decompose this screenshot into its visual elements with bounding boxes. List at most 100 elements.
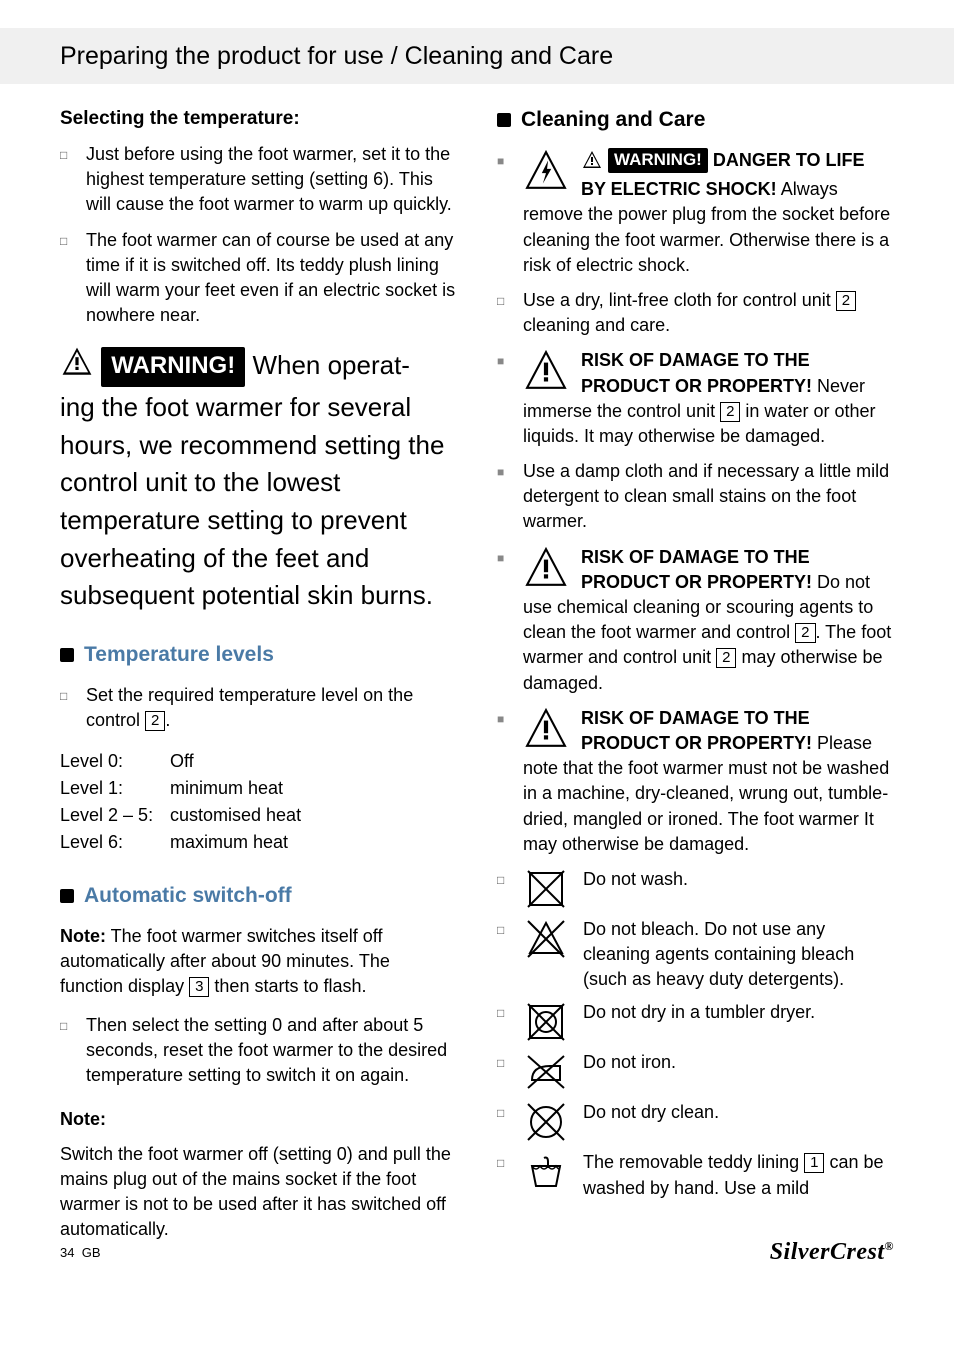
bullet-icon: [60, 1013, 72, 1089]
electric-shock-triangle-icon: [523, 150, 569, 192]
bullet-icon: [60, 683, 72, 733]
list-text: Set the required temperature level on th…: [86, 683, 457, 733]
list-item: Just before using the foot warmer, set i…: [60, 142, 457, 218]
warning-block: RISK OF DAMAGE TO THE PRODUCT OR PROPERT…: [523, 545, 894, 696]
list-item: Use a dry, lint-free cloth for control u…: [497, 288, 894, 338]
temperature-levels-title: Temperature levels: [84, 643, 274, 667]
part-ref: 3: [189, 977, 209, 997]
do-not-bleach-icon: [523, 917, 569, 993]
level-key: Level 0:: [60, 748, 170, 775]
table-row: Level 1:minimum heat: [60, 775, 457, 802]
section-bullet-icon: [60, 889, 74, 903]
bullet-icon: [497, 148, 509, 278]
section-bullet-icon: [60, 648, 74, 662]
level-value: maximum heat: [170, 829, 288, 856]
do-not-dry-clean-icon: [523, 1100, 569, 1142]
text-fragment: Use a dry, lint-free cloth for control u…: [523, 290, 836, 310]
text-fragment: Set the required temperature level on th…: [86, 685, 413, 730]
level-key: Level 2 – 5:: [60, 802, 170, 829]
right-column: Cleaning and Care WARNING! DANGER TO LIF…: [497, 108, 894, 1242]
table-row: Level 0:Off: [60, 748, 457, 775]
list-item: WARNING! DANGER TO LIFE BY ELECTRIC SHOC…: [497, 148, 894, 278]
page-header: Preparing the product for use / Cleaning…: [0, 28, 954, 84]
part-ref: 2: [716, 648, 736, 668]
list-text: Just before using the foot warmer, set i…: [86, 142, 457, 218]
text-fragment: then starts to flash.: [209, 976, 366, 996]
header-title: Preparing the product for use / Cleaning…: [60, 42, 613, 71]
level-key: Level 1:: [60, 775, 170, 802]
section-heading: Cleaning and Care: [497, 108, 894, 132]
bullet-icon: [497, 459, 509, 535]
bullet-icon: [497, 348, 509, 449]
text-fragment: cleaning and care.: [523, 315, 670, 335]
warning-block: WARNING! DANGER TO LIFE BY ELECTRIC SHOC…: [523, 148, 894, 278]
selecting-temperature-heading: Selecting the temperature:: [60, 108, 457, 130]
part-ref: 2: [145, 711, 165, 731]
bullet-icon: [60, 228, 72, 329]
warning-text: ing the foot warmer for several hours, w…: [60, 389, 457, 615]
bullet-icon: [497, 545, 509, 696]
warning-bold: RISK OF DAMAGE TO THE PRODUCT OR PROPERT…: [581, 708, 812, 753]
registered-mark: ®: [885, 1239, 894, 1253]
text-fragment: The removable teddy lining: [583, 1152, 804, 1172]
bullet-icon: [497, 1150, 509, 1200]
list-item: Then select the setting 0 and after abou…: [60, 1013, 457, 1089]
warning-block: RISK OF DAMAGE TO THE PRODUCT OR PROPERT…: [523, 706, 894, 857]
hand-wash-icon: [523, 1150, 569, 1200]
automatic-switchoff-title: Automatic switch-off: [84, 884, 292, 908]
caution-triangle-icon: [523, 708, 569, 750]
care-instruction: Do not wash.: [497, 867, 894, 909]
level-value: minimum heat: [170, 775, 283, 802]
text-fragment: .: [165, 710, 170, 730]
brand-text: SilverCrest: [770, 1239, 885, 1265]
care-instruction: Do not bleach. Do not use any cleaning a…: [497, 917, 894, 993]
list-item: The foot warmer can of course be used at…: [60, 228, 457, 329]
note-lead: Note:: [60, 926, 106, 946]
warning-triangle-icon: [60, 346, 94, 389]
note-paragraph: Switch the foot warmer off (setting 0) a…: [60, 1142, 457, 1243]
part-ref: 2: [836, 291, 856, 311]
list-item: RISK OF DAMAGE TO THE PRODUCT OR PROPERT…: [497, 706, 894, 857]
table-row: Level 2 – 5:customised heat: [60, 802, 457, 829]
care-label: Do not wash.: [583, 867, 894, 909]
bullet-icon: [60, 142, 72, 218]
do-not-wash-icon: [523, 867, 569, 909]
care-label: Do not iron.: [583, 1050, 894, 1092]
level-value: customised heat: [170, 802, 301, 829]
list-text: Use a dry, lint-free cloth for control u…: [523, 288, 894, 338]
part-ref: 2: [720, 402, 740, 422]
care-instruction: Do not iron.: [497, 1050, 894, 1092]
do-not-tumble-dry-icon: [523, 1000, 569, 1042]
page-footer: 34 GB: [60, 1245, 101, 1260]
part-ref: 2: [795, 623, 815, 643]
care-label: Do not dry clean.: [583, 1100, 894, 1142]
bullet-icon: [497, 917, 509, 993]
warning-pill: WARNING!: [101, 347, 245, 387]
level-value: Off: [170, 748, 194, 775]
care-label: Do not dry in a tumbler dryer.: [583, 1000, 894, 1042]
brand-logo: SilverCrest®: [770, 1239, 894, 1266]
warning-block: RISK OF DAMAGE TO THE PRODUCT OR PROPERT…: [523, 348, 894, 449]
warning-text: When operat-: [245, 350, 410, 380]
list-item: RISK OF DAMAGE TO THE PRODUCT OR PROPERT…: [497, 348, 894, 449]
section-heading: Automatic switch-off: [60, 884, 457, 908]
warning-block: WARNING! When operat- ing the foot warme…: [60, 346, 457, 615]
table-row: Level 6:maximum heat: [60, 829, 457, 856]
warning-pill: WARNING!: [608, 148, 708, 173]
warning-bold: RISK OF DAMAGE TO THE PRODUCT OR PROPERT…: [581, 547, 812, 592]
bullet-icon: [497, 867, 509, 909]
warning-triangle-icon: [581, 150, 603, 177]
section-heading: Temperature levels: [60, 643, 457, 667]
note-paragraph: Note: The foot warmer switches itself of…: [60, 924, 457, 1000]
left-column: Selecting the temperature: Just before u…: [60, 108, 457, 1242]
care-label: The removable teddy lining 1 can be wash…: [583, 1150, 894, 1200]
bullet-icon: [497, 1050, 509, 1092]
bullet-icon: [497, 1000, 509, 1042]
bullet-icon: [497, 1100, 509, 1142]
cleaning-care-title: Cleaning and Care: [521, 108, 705, 132]
level-key: Level 6:: [60, 829, 170, 856]
part-ref: 1: [804, 1153, 824, 1173]
note-heading: Note:: [60, 1109, 457, 1130]
warning-bold: RISK OF DAMAGE TO THE PRODUCT OR PROPERT…: [581, 350, 812, 395]
care-instruction: Do not dry in a tumbler dryer.: [497, 1000, 894, 1042]
